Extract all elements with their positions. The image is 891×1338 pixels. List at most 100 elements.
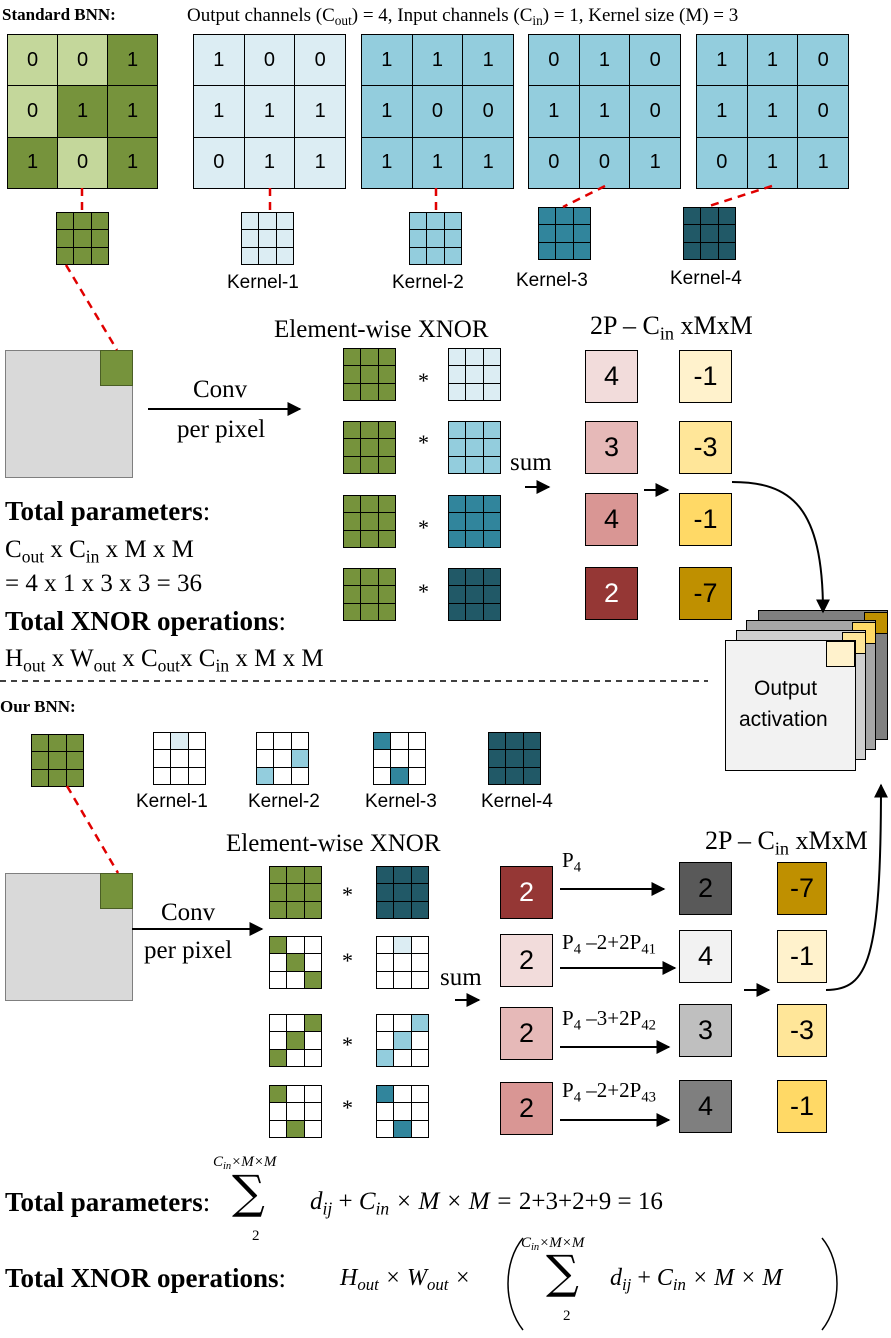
kernel-4-matrix-cell: 1 — [797, 136, 849, 189]
our-star-4: * — [342, 1095, 353, 1120]
kernel-1-label: Kernel-1 — [227, 272, 299, 293]
our-kernel-2-icon-cell — [290, 766, 309, 785]
arrow-label-1: P4 — [562, 848, 582, 876]
our-input-patch-icon-cell — [65, 768, 84, 787]
red-dashed-links — [64, 184, 773, 874]
arrow-label-4: P4 –2+2P43 — [562, 1078, 656, 1106]
kernel-2-matrix-cell: 1 — [361, 85, 413, 138]
our-result-value-1: -7 — [777, 862, 827, 915]
total-xnor-label: Total XNOR operations: — [5, 606, 287, 636]
activation-label: activation — [739, 708, 828, 731]
our-star-2: * — [342, 948, 353, 973]
our-kernel-3-label: Kernel-3 — [365, 791, 437, 812]
our-bnn-title: Our BNN: — [0, 697, 76, 716]
arrow-label-3: P4 –3+2P42 — [562, 1006, 656, 1034]
channel-header: Output channels (Cout) = 4, Input channe… — [187, 5, 739, 28]
our-xnor-input-2-cell — [303, 970, 322, 989]
kernel-4-matrix-cell: 1 — [746, 136, 799, 189]
our-p-value-4: 4 — [679, 1080, 732, 1133]
our-formula-title: 2P – Cin xMxM — [705, 826, 868, 859]
star-4: * — [418, 579, 429, 604]
xnor-kernel-3-cell — [482, 529, 501, 548]
kernel-3-matrix-cell: 0 — [629, 85, 681, 138]
arrow-bottom-to-activation — [825, 783, 888, 991]
our-xnor-input-1-cell — [303, 900, 322, 919]
per-pixel-label: per pixel — [177, 416, 266, 443]
dash-k3 — [562, 184, 606, 209]
sum-value-1: 4 — [585, 350, 638, 403]
kernel-3-matrix-cell: 1 — [629, 136, 681, 189]
our-conv-label: Conv — [161, 899, 216, 926]
kernel-1-matrix-cell: 0 — [243, 34, 296, 87]
input-cell-cell: 1 — [57, 85, 108, 138]
params-sum-upper: Cin×M×M — [213, 1154, 277, 1173]
our-kernel-4-icon-cell — [522, 766, 541, 785]
our-p-value-2: 4 — [679, 930, 732, 983]
kernel-1-matrix-cell: 1 — [193, 34, 245, 87]
result-value-3: -1 — [679, 493, 732, 546]
sum-value-3: 4 — [585, 493, 638, 546]
our-total-xnor-label: Total XNOR operations: — [5, 1263, 287, 1293]
our-star-1: * — [342, 882, 353, 907]
input-cell-cell: 1 — [107, 85, 158, 138]
our-sum-value-4: 2 — [500, 1082, 553, 1135]
xnor-expression-left: Hout × Wout × — [340, 1265, 471, 1295]
kernel-1-matrix-cell: 0 — [294, 34, 346, 87]
sum-label: sum — [510, 449, 552, 476]
our-kernel-1-label: Kernel-1 — [136, 791, 208, 812]
our-result-value-2: -1 — [777, 930, 827, 983]
xnor-input-4-cell — [377, 602, 396, 621]
our-p-value-3: 3 — [679, 1004, 732, 1057]
sum-value-2: 3 — [585, 421, 638, 474]
our-per-pixel-label: per pixel — [144, 937, 233, 964]
our-xnor-title: Element-wise XNOR — [226, 830, 441, 857]
our-sum-value-1: 2 — [500, 866, 553, 919]
kernel-3-icon-cell — [572, 241, 591, 260]
our-result-value-3: -3 — [777, 1004, 827, 1057]
kernel-3-matrix-cell: 1 — [578, 85, 631, 138]
kernel-2-matrix-cell: 1 — [411, 34, 464, 87]
our-star-3: * — [342, 1032, 353, 1057]
xnor-kernel-1-cell — [482, 382, 501, 401]
kernel-4-matrix-cell: 1 — [696, 85, 748, 138]
kernel-1-matrix-cell: 1 — [243, 85, 296, 138]
kernel-3-label: Kernel-3 — [516, 270, 588, 291]
star-2: * — [418, 430, 429, 455]
our-sum-value-3: 2 — [500, 1007, 553, 1060]
kernel-1-matrix-cell: 1 — [294, 136, 346, 189]
kernel-3-matrix-cell: 1 — [578, 34, 631, 87]
kernel-2-matrix-cell: 0 — [411, 85, 464, 138]
our-kernel-1-icon-cell — [187, 766, 206, 785]
params-formula: Cout x Cin x M x M — [5, 536, 194, 567]
result-value-4: -7 — [679, 567, 732, 620]
arrow-label-2: P4 –2+2P41 — [562, 930, 656, 958]
xnor-input-1-cell — [377, 382, 396, 401]
formula-title: 2P – Cin xMxM — [590, 311, 753, 344]
params-sigma: ∑ — [232, 1165, 265, 1219]
standard-bnn-title: Standard BNN: — [2, 5, 116, 24]
input-cell-cell: 1 — [7, 136, 58, 189]
our-kernel-2-label: Kernel-2 — [248, 791, 320, 812]
our-input-patch — [100, 873, 133, 909]
kernel-4-matrix-cell: 0 — [696, 136, 748, 189]
kernel-2-icon-cell — [443, 246, 462, 265]
our-sum-label: sum — [440, 964, 482, 991]
kernel-1-matrix-cell: 1 — [294, 85, 346, 138]
our-xnor-input-3-cell — [303, 1048, 322, 1067]
conv-label: Conv — [193, 376, 248, 403]
our-sum-value-2: 2 — [500, 934, 553, 987]
kernel-2-label: Kernel-2 — [392, 272, 464, 293]
input-cell-cell: 1 — [107, 136, 158, 189]
our-xnor-kernel-4-cell — [410, 1119, 429, 1138]
xnor-kernel-4-cell — [482, 602, 501, 621]
xnor-formula: Hout x Wout x Coutx Cin x M x M — [5, 645, 324, 676]
our-total-params-label: Total parameters: — [5, 1187, 211, 1217]
xnor-input-2-cell — [377, 455, 396, 474]
xnor-sum-upper: Cin×M×M — [521, 1235, 585, 1254]
xnor-title: Element-wise XNOR — [274, 316, 489, 343]
arrow-to-activation — [731, 481, 830, 614]
right-paren — [821, 1237, 838, 1331]
input-patch — [100, 350, 133, 386]
xnor-input-3-cell — [377, 529, 396, 548]
